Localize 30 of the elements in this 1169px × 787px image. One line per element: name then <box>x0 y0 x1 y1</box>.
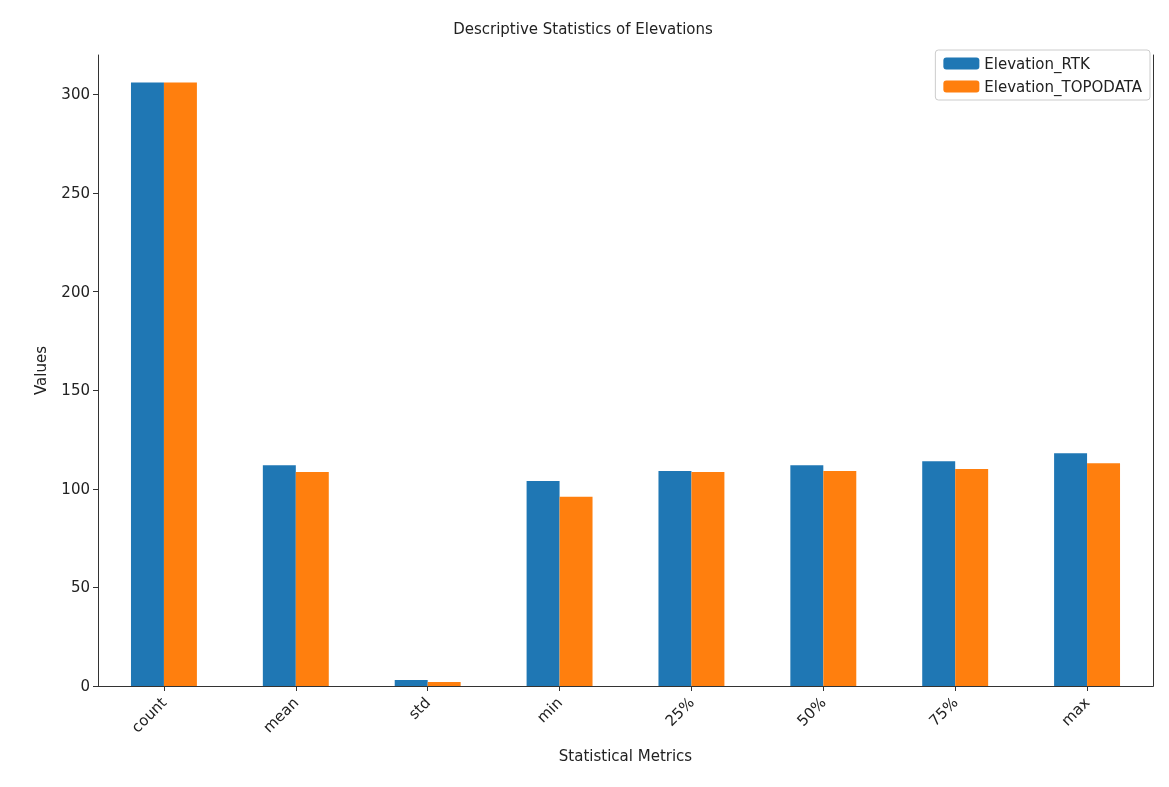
legend-label: Elevation_RTK <box>984 54 1092 74</box>
y-tick-label: 300 <box>61 85 90 104</box>
y-tick-label: 50 <box>70 578 90 597</box>
bar <box>955 469 989 686</box>
bar <box>1087 463 1121 686</box>
bar <box>130 82 164 686</box>
bar <box>559 496 593 686</box>
bar <box>163 82 197 686</box>
y-tick-label: 100 <box>61 479 90 498</box>
bar <box>922 461 956 686</box>
bar <box>691 472 725 686</box>
legend-label: Elevation_TOPODATA <box>984 77 1143 97</box>
bar <box>394 680 428 686</box>
y-tick-label: 0 <box>80 677 90 695</box>
chart-title: Descriptive Statistics of Elevations <box>453 19 714 38</box>
x-tick-label: std <box>404 693 435 723</box>
bar <box>295 472 329 686</box>
bar <box>823 471 857 686</box>
x-tick-label: min <box>533 693 566 727</box>
y-axis-title: Values <box>31 345 50 396</box>
y-tick-label: 150 <box>61 381 90 400</box>
y-tick-label: 250 <box>61 184 90 203</box>
bar <box>526 480 560 686</box>
bar <box>427 682 461 686</box>
bar <box>790 465 824 686</box>
x-axis-title: Statistical Metrics <box>558 746 693 765</box>
bar <box>262 465 296 686</box>
y-tick-label: 200 <box>61 282 90 301</box>
bar <box>658 471 692 686</box>
bar <box>1054 453 1088 686</box>
